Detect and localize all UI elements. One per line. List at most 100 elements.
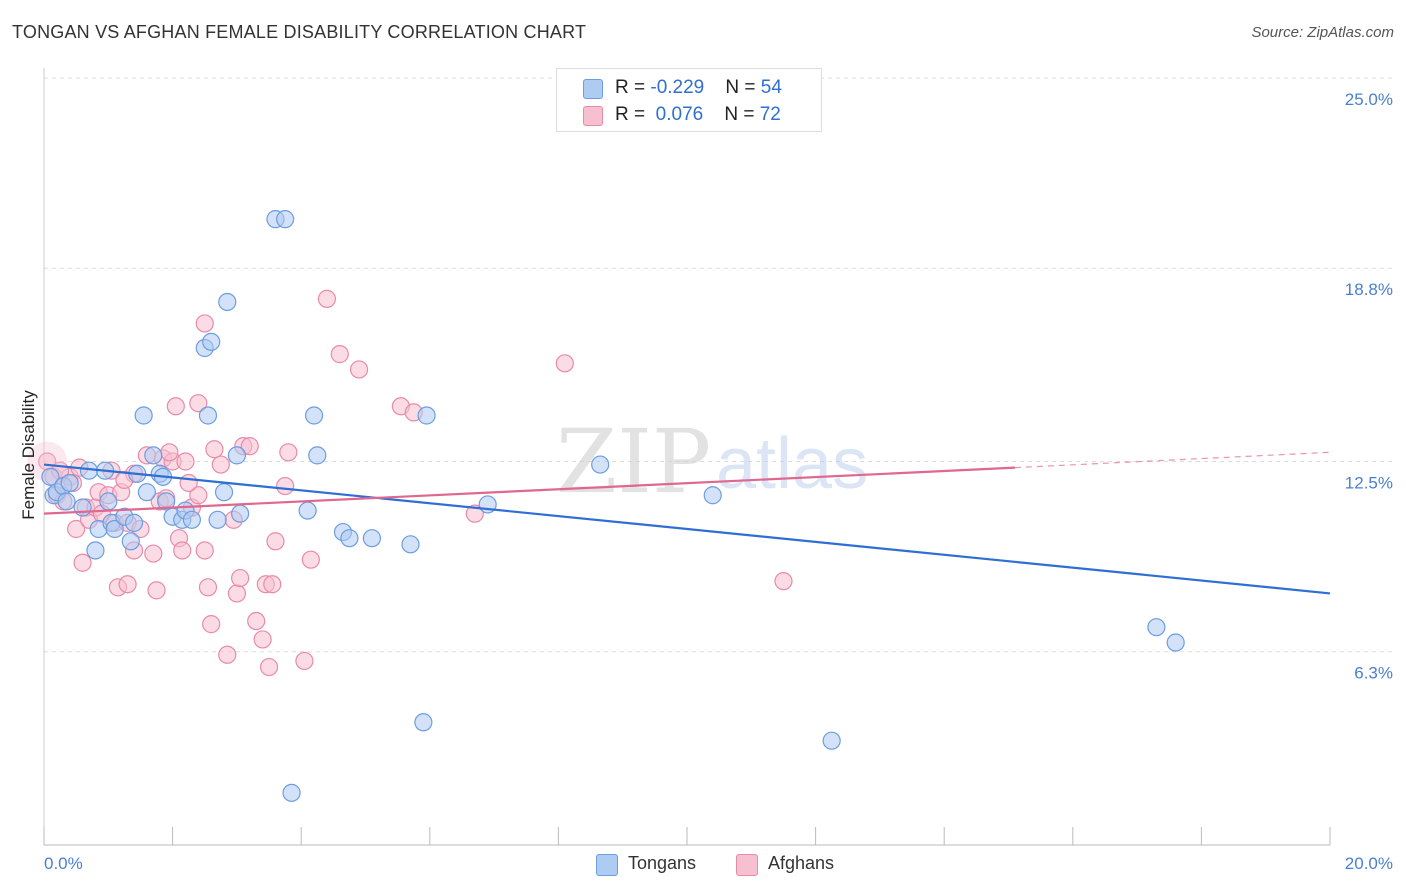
afghans-point-54 xyxy=(279,443,298,462)
n-label: N = xyxy=(725,77,761,98)
tongans-point-30 xyxy=(202,332,221,351)
afghans-point-43 xyxy=(227,584,246,603)
bottom-legend-afghans: Afghans xyxy=(736,852,856,876)
afghans-point-39 xyxy=(202,615,221,634)
afghans-point-47 xyxy=(247,611,266,631)
n-label: N = xyxy=(724,104,760,125)
correlation-legend: R = -0.229 N = 54 R = 0.076 N = 72 xyxy=(556,68,822,132)
y-tick-label-2: 18.8% xyxy=(1345,280,1393,299)
afghans-point-55 xyxy=(295,651,314,671)
afghans-point-56 xyxy=(301,550,320,569)
tongans-point-27 xyxy=(182,510,201,529)
tongans-point-35 xyxy=(231,504,250,523)
afghans-point-35 xyxy=(189,486,208,505)
afghans-point-6 xyxy=(73,553,92,572)
y-tick-label-0: 6.3% xyxy=(1354,664,1393,683)
tongans-point-15 xyxy=(121,532,140,551)
afghans-point-24 xyxy=(147,581,166,600)
afghans-point-36 xyxy=(195,314,214,333)
afghans-point-70 xyxy=(179,473,198,493)
afghans-point-46 xyxy=(240,437,259,456)
tongans-point-40 xyxy=(304,406,324,425)
tongans-point-34 xyxy=(227,446,246,465)
y-tick-label-1: 12.5% xyxy=(1345,474,1393,493)
afghans-point-63 xyxy=(555,354,574,373)
source-label: Source: ZipAtlas.com xyxy=(1251,24,1394,41)
tongans-point-5 xyxy=(60,473,79,493)
tongans-point-45 xyxy=(401,535,420,554)
afghans-trend-extension xyxy=(1014,451,1331,469)
tongans-point-47 xyxy=(417,406,436,425)
afghans-point-34 xyxy=(189,394,208,413)
tongans-point-46 xyxy=(414,713,433,732)
r-value: 0.076 xyxy=(650,104,704,125)
r-label: R = xyxy=(615,77,651,98)
watermark-zip: ZIP xyxy=(556,410,711,513)
afghans-point-40 xyxy=(211,455,230,474)
afghans-point-23 xyxy=(144,544,163,563)
watermark: ZIP atlas xyxy=(556,410,868,513)
tongans-point-38 xyxy=(282,783,301,802)
tongans-point-39 xyxy=(298,501,317,520)
tongans-swatch xyxy=(583,79,603,99)
afghans-point-51 xyxy=(263,575,282,594)
tongans-point-20 xyxy=(144,446,163,465)
tongans-point-37 xyxy=(276,210,295,229)
tongans-point-41 xyxy=(308,446,327,465)
tongans-point-32 xyxy=(214,483,234,502)
afghans-legend-swatch xyxy=(736,854,758,876)
legend-afghans-text: R = 0.076 N = 72 xyxy=(615,104,781,126)
afghans-point-64 xyxy=(774,572,793,591)
tongans-point-13 xyxy=(105,519,124,539)
afghans-point-44 xyxy=(231,568,250,588)
afghans-point-53 xyxy=(276,476,295,496)
tongans-legend-swatch xyxy=(596,854,618,876)
tongans-point-23 xyxy=(157,492,176,511)
tongans-point-8 xyxy=(86,541,105,560)
x-tick-label-1: 20.0% xyxy=(1345,854,1393,873)
tongans-point-6 xyxy=(73,498,92,517)
tongans-legend-label: Tongans xyxy=(628,853,697,873)
afghans-point-52 xyxy=(266,532,285,551)
y-tick-label-3: 25.0% xyxy=(1345,90,1393,109)
r-label: R = xyxy=(615,104,651,125)
tongans-point-52 xyxy=(822,731,841,750)
tongans-point-31 xyxy=(208,510,227,529)
x-tick-label-0: 0.0% xyxy=(44,854,83,873)
tongans-point-16 xyxy=(124,513,144,532)
afghans-point-50 xyxy=(259,657,279,677)
tongans-point-18 xyxy=(134,406,153,425)
afghans-point-59 xyxy=(349,360,369,379)
tongans-point-19 xyxy=(137,483,156,502)
n-value: 72 xyxy=(759,104,781,125)
legend-tongans-text: R = -0.229 N = 54 xyxy=(615,77,782,99)
afghans-point-32 xyxy=(176,452,195,471)
chart-title: TONGAN VS AFGHAN FEMALE DISABILITY CORRE… xyxy=(12,22,587,42)
tongans-point-4 xyxy=(57,492,76,511)
tongans-point-50 xyxy=(591,455,610,474)
tongans-point-53 xyxy=(1147,618,1166,637)
tongans-point-33 xyxy=(218,292,237,312)
trend-lines xyxy=(43,451,1331,595)
tick-labels: 6.3% 12.5% 18.8% 25.0% 0.0% 20.0% xyxy=(44,90,1393,873)
afghans-point-69 xyxy=(160,443,179,462)
tongans-point-43 xyxy=(340,529,359,548)
afghans-point-5 xyxy=(67,519,86,539)
afghans-swatch xyxy=(583,106,603,126)
afghans-point-31 xyxy=(173,541,192,560)
afghans-point-57 xyxy=(317,289,337,308)
tongans-point-44 xyxy=(362,529,382,548)
tongans-trend-line xyxy=(43,463,1331,595)
watermark-atlas: atlas xyxy=(716,424,868,504)
grid xyxy=(44,77,1394,653)
afghans-point-48 xyxy=(253,630,272,649)
afghans-point-71 xyxy=(205,440,224,459)
afghans-point-41 xyxy=(218,645,237,664)
tongans-point-51 xyxy=(703,486,722,505)
n-value: 54 xyxy=(760,77,782,98)
afghans-point-62 xyxy=(465,504,484,523)
tongans-point-54 xyxy=(1166,633,1185,652)
tongans-point-0 xyxy=(41,467,60,486)
y-axis-label: Female Disability xyxy=(19,390,38,520)
